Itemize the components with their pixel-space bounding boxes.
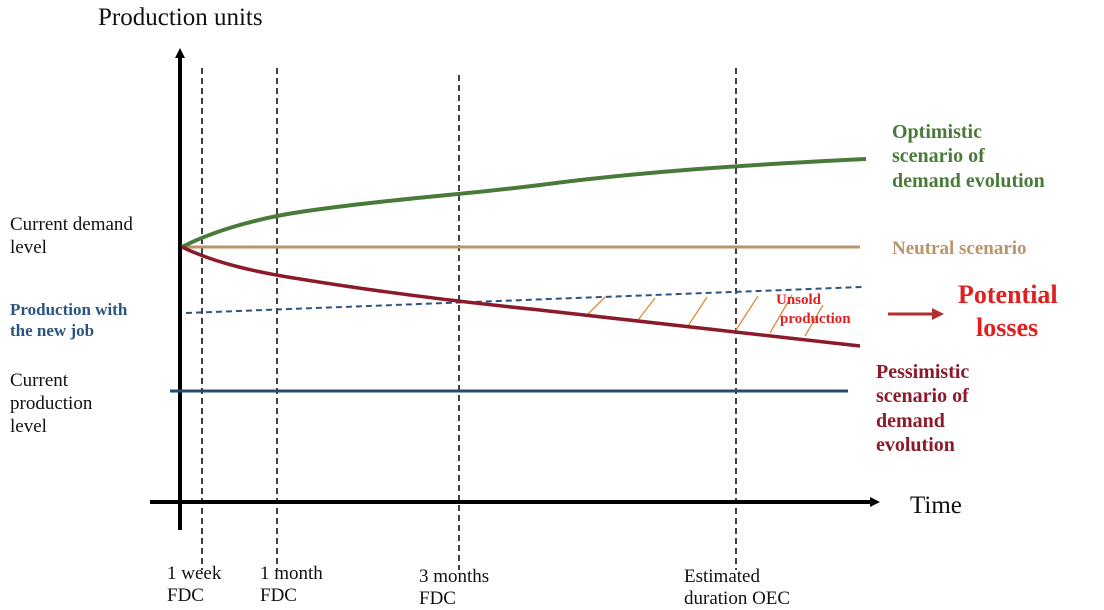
time-marker-1-week: 1 week FDC xyxy=(167,563,222,606)
pessimistic-scenario-label: Pessimistic scenario of demand evolution xyxy=(876,361,970,457)
time-marker-1-month: 1 month FDC xyxy=(260,563,323,606)
new-job-production-line xyxy=(185,286,863,314)
optimistic-scenario-curve xyxy=(181,157,867,249)
current-production-label: Current production level xyxy=(10,370,93,438)
time-marker-3-months: 3 months FDC xyxy=(419,566,490,609)
unsold-production-hatch xyxy=(587,294,824,337)
time-marker-estimated-duration: Estimated duration OEC xyxy=(684,566,791,609)
neutral-scenario-label: Neutral scenario xyxy=(892,238,1027,259)
optimistic-scenario-label: Optimistic scenario of demand evolution xyxy=(892,121,1045,192)
y-axis-title: Production units xyxy=(98,4,263,31)
potential-losses-label: Potential losses xyxy=(958,280,1058,342)
current-demand-label: Current demand level xyxy=(10,214,133,259)
unsold-production-label: Unsold production xyxy=(776,292,851,327)
x-axis-title: Time xyxy=(910,492,962,519)
production-new-job-label: Production with the new job xyxy=(10,300,128,340)
pessimistic-scenario-curve xyxy=(181,245,861,348)
